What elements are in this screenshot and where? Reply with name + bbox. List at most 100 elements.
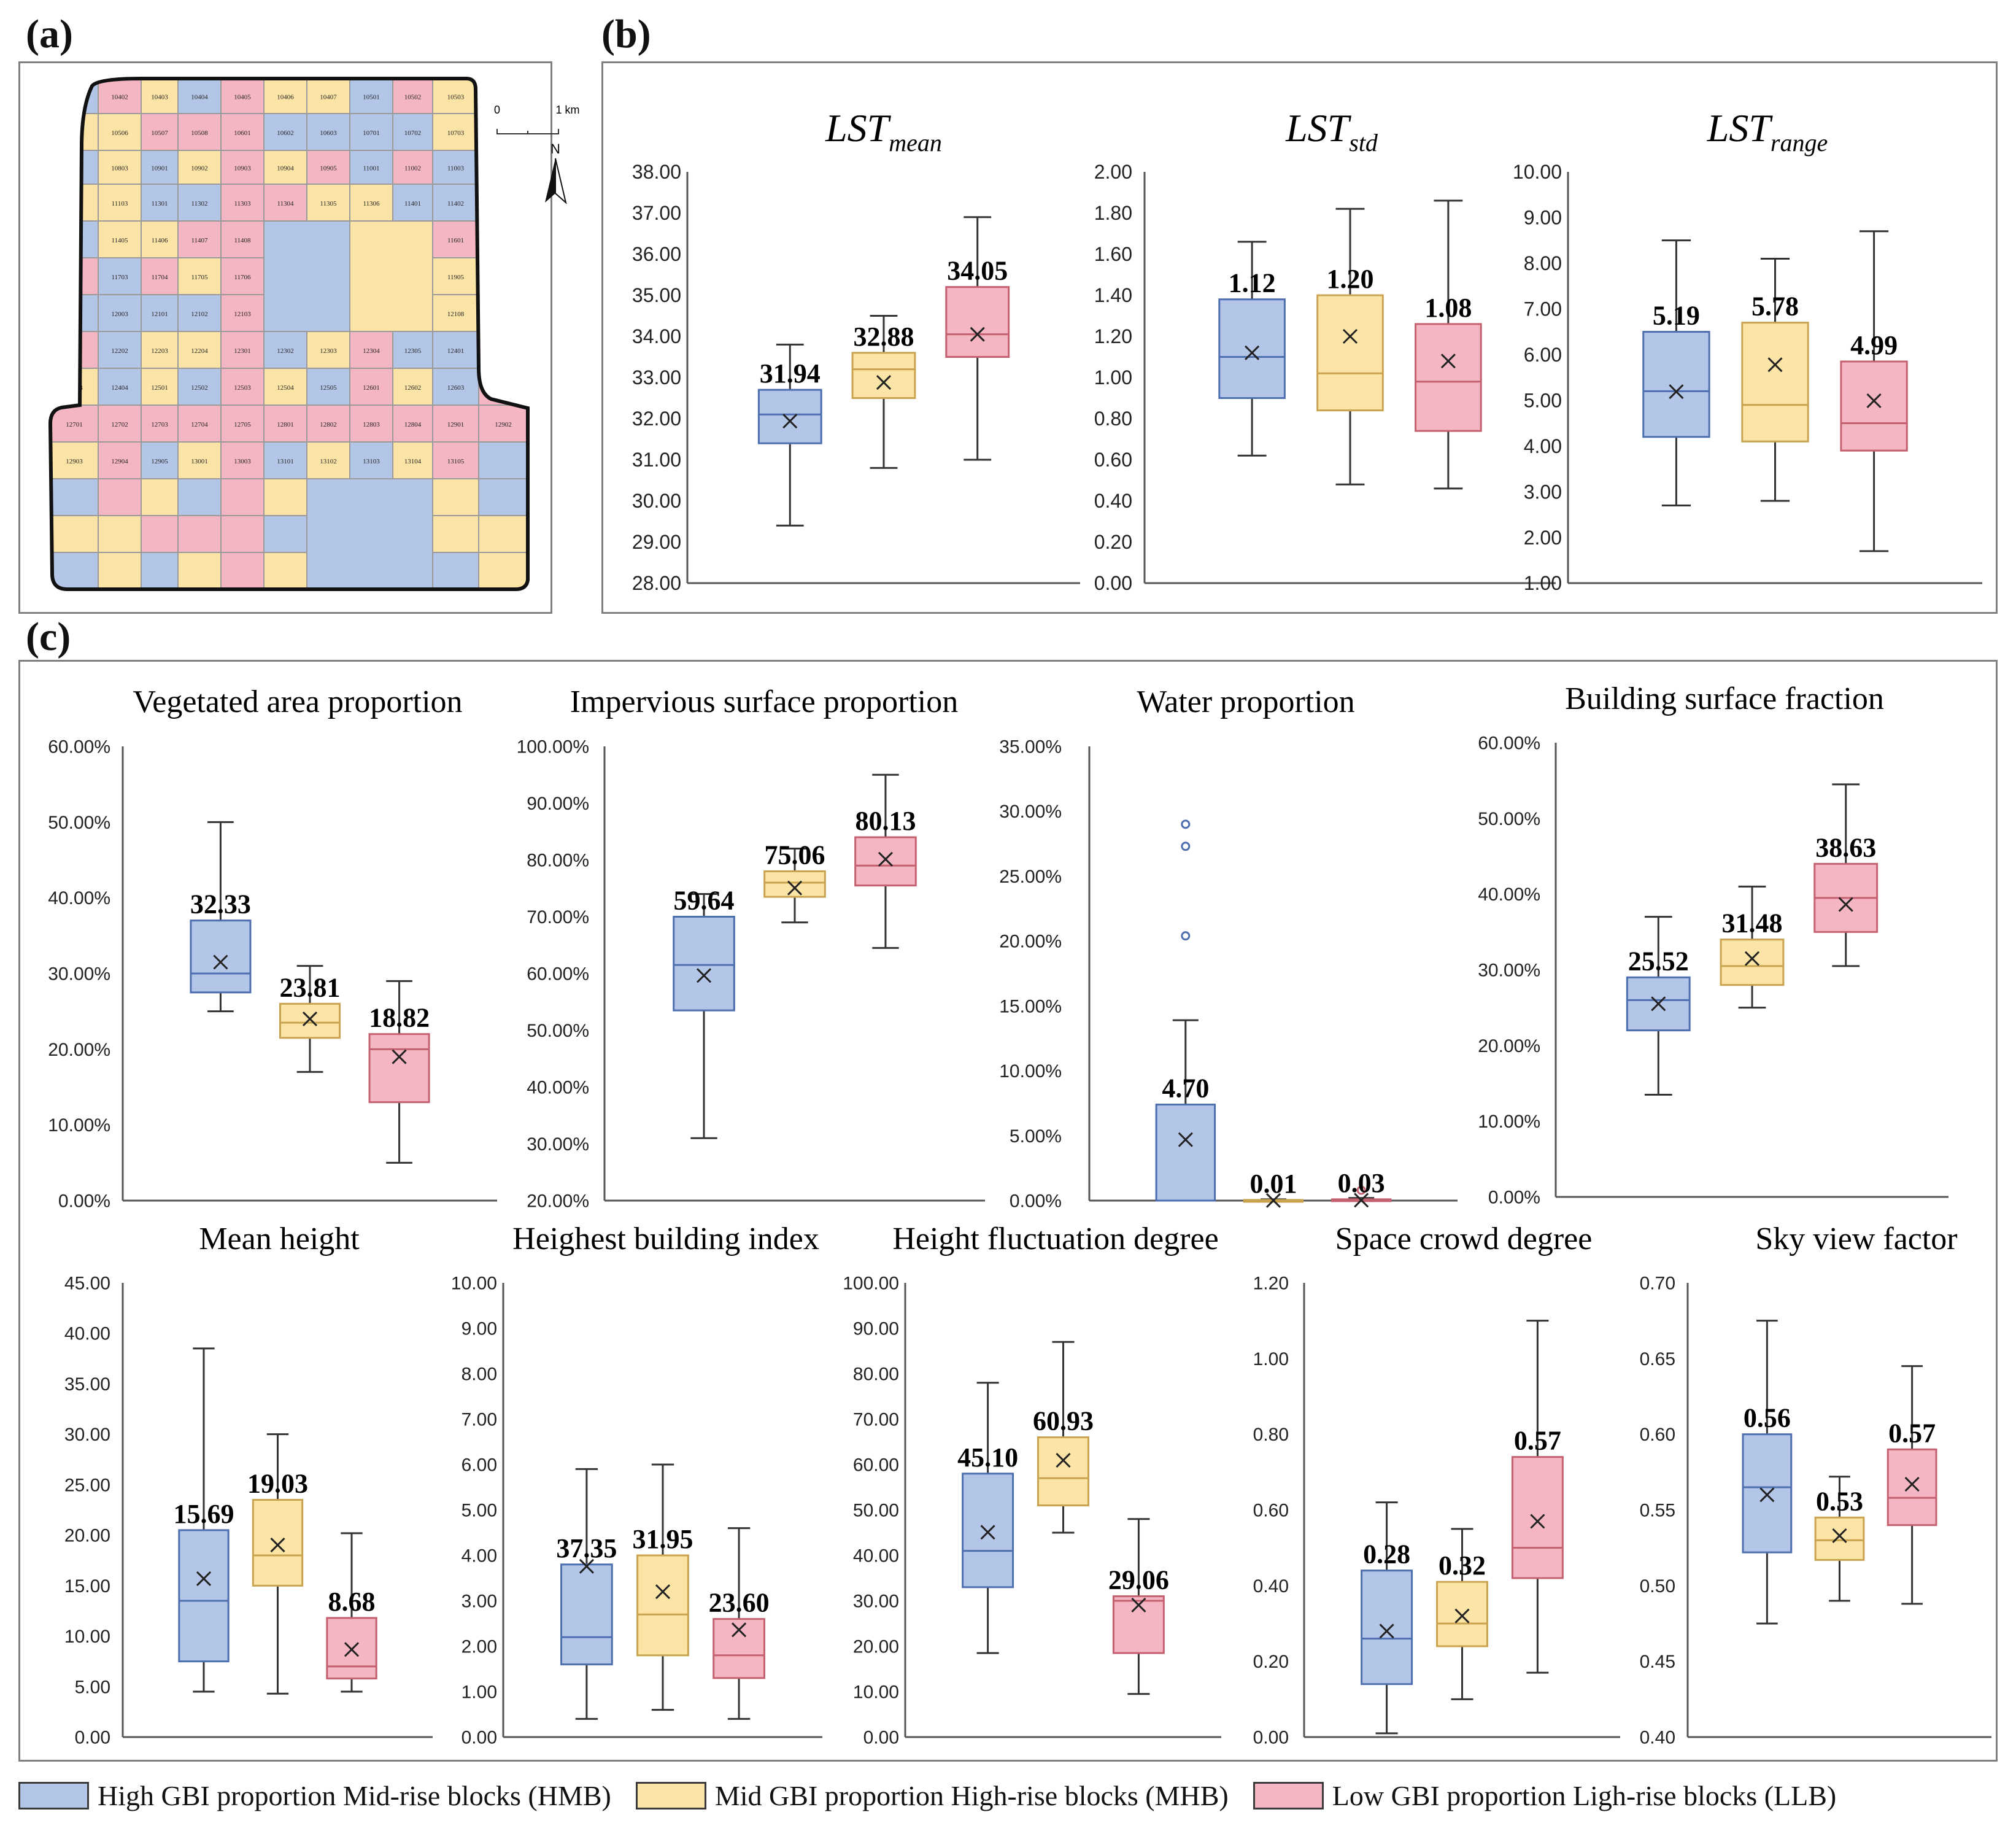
map-block — [141, 150, 179, 185]
map-block-label: 12602 — [404, 384, 422, 392]
y-tick-label: 0.40 — [1094, 490, 1132, 512]
mean-marker — [1651, 996, 1666, 1012]
mean-value-label: 31.48 — [1722, 908, 1783, 939]
y-tick-label: 28.00 — [632, 572, 681, 594]
box-hmb: 1.12 — [1218, 241, 1286, 457]
y-tick-label: 0.00% — [58, 1191, 110, 1212]
y-tick-label: 1.40 — [1094, 284, 1132, 306]
map-block-label: 10904 — [277, 165, 294, 172]
y-tick-label: 10.00 — [64, 1627, 110, 1647]
map-block-label: 12705 — [234, 421, 251, 428]
map-block — [220, 515, 265, 553]
y-tick-label: 10.00% — [1478, 1112, 1540, 1132]
map-block — [50, 220, 99, 258]
y-tick-label: 70.00 — [853, 1410, 899, 1430]
mean-value-label: 0.57 — [1888, 1418, 1936, 1448]
mean-value-label: 0.56 — [1744, 1403, 1791, 1433]
map-block — [392, 331, 433, 369]
mean-value-label: 25.52 — [1628, 946, 1689, 976]
legend-swatch-hmb — [18, 1781, 89, 1809]
map-block — [141, 441, 179, 479]
y-tick-label: 35.00 — [632, 284, 681, 306]
map-block — [263, 478, 307, 516]
box-body — [1436, 1581, 1488, 1647]
map-block — [220, 441, 265, 479]
chart-title: Heighest building index — [512, 1221, 819, 1256]
map-block-label: 12204 — [191, 347, 208, 355]
map-block-label: 12703 — [151, 421, 168, 428]
map-block — [50, 79, 99, 114]
box-mhb: 31.95 — [633, 1463, 693, 1711]
box-mhb: 1.20 — [1316, 207, 1384, 486]
map-block — [141, 331, 179, 369]
box-hmb: 45.10 — [957, 1382, 1018, 1654]
map-block — [141, 368, 179, 406]
mean-marker — [270, 1537, 285, 1553]
map-block — [141, 257, 179, 295]
map-block — [478, 294, 528, 332]
y-tick-label: 0.70 — [1640, 1274, 1675, 1294]
map-block-label: 10508 — [191, 130, 208, 137]
y-tick-label: 80.00% — [527, 851, 589, 871]
mean-value-label: 4.99 — [1850, 330, 1898, 360]
panel-label-b: (b) — [601, 12, 651, 56]
y-tick-label: 90.00% — [527, 794, 589, 814]
panel-label-a: (a) — [26, 12, 73, 56]
y-tick-label: 50.00 — [853, 1501, 899, 1521]
map-block-label: 11002 — [404, 165, 421, 172]
map-block-label: 10703 — [447, 130, 465, 137]
mean-value-label: 38.63 — [1815, 832, 1876, 862]
y-tick-label: 10.00% — [999, 1061, 1062, 1082]
map-block-label: 10901 — [151, 165, 168, 172]
y-tick-label: 40.00 — [64, 1324, 110, 1344]
mean-value-label: 29.06 — [1108, 1565, 1169, 1595]
box-body — [757, 389, 822, 444]
map-block-label: 11305 — [320, 200, 337, 207]
box-hmb: 0.56 — [1742, 1320, 1793, 1625]
y-tick-label: 50.00% — [1478, 809, 1540, 829]
y-tick-label: 0.45 — [1640, 1652, 1675, 1672]
y-tick-label: 60.00% — [48, 737, 110, 757]
chart-hfd: Height fluctuation degree 100.00 90.00 80.0… — [843, 1221, 1221, 1748]
y-tick-label: 1.80 — [1094, 202, 1132, 224]
mean-marker — [1056, 1453, 1071, 1468]
box-llb: 29.06 — [1108, 1518, 1169, 1695]
mean-value-label: 32.88 — [854, 322, 914, 352]
mean-value-label: 0.28 — [1363, 1539, 1410, 1569]
mean-value-label: 75.06 — [765, 840, 825, 870]
legend: High GBI proportion Mid-rise blocks (HMB… — [18, 1768, 2007, 1823]
box-hmb: 25.52 — [1626, 916, 1691, 1096]
mean-value-label: 31.95 — [633, 1524, 693, 1554]
y-tick-label: 70.00% — [527, 907, 589, 927]
box-llb: 8.68 — [326, 1532, 377, 1693]
box-llb: 0.57 — [1511, 1320, 1564, 1674]
y-tick-label: 1.20 — [1253, 1274, 1289, 1294]
y-tick-label: 0.60 — [1253, 1501, 1289, 1521]
map-block — [349, 368, 393, 406]
map-block-label: 10502 — [404, 94, 422, 101]
y-tick-label: 20.00% — [527, 1191, 589, 1212]
map-block-label: 10702 — [404, 130, 422, 137]
box-body — [560, 1563, 613, 1666]
y-tick-label: 30.00% — [527, 1134, 589, 1155]
box-mhb: 0.01 — [1243, 1169, 1304, 1208]
box-llb: 4.99 — [1840, 230, 1908, 552]
map-block-label: 12902 — [495, 421, 512, 428]
y-tick-label: 0.00 — [1094, 572, 1132, 594]
mean-marker — [1767, 357, 1783, 373]
map-block-label: 12701 — [66, 421, 83, 428]
y-tick-label: 0.00% — [1010, 1191, 1062, 1212]
map-block — [220, 294, 265, 332]
box-body — [1316, 294, 1384, 412]
map-block-label: 10602 — [277, 130, 294, 137]
map-block — [392, 150, 433, 185]
mean-value-label: 0.53 — [1816, 1486, 1863, 1516]
map-block-label: 12003 — [111, 311, 128, 318]
map-block-label: 10407 — [320, 94, 337, 101]
box-hmb: 4.70 — [1155, 819, 1216, 1202]
map-block-label: 10902 — [191, 165, 208, 172]
map-block-label: 12103 — [234, 311, 251, 318]
map-block — [50, 113, 99, 151]
panel-label-c: (c) — [26, 614, 71, 659]
mean-value-label: 1.12 — [1229, 268, 1276, 298]
